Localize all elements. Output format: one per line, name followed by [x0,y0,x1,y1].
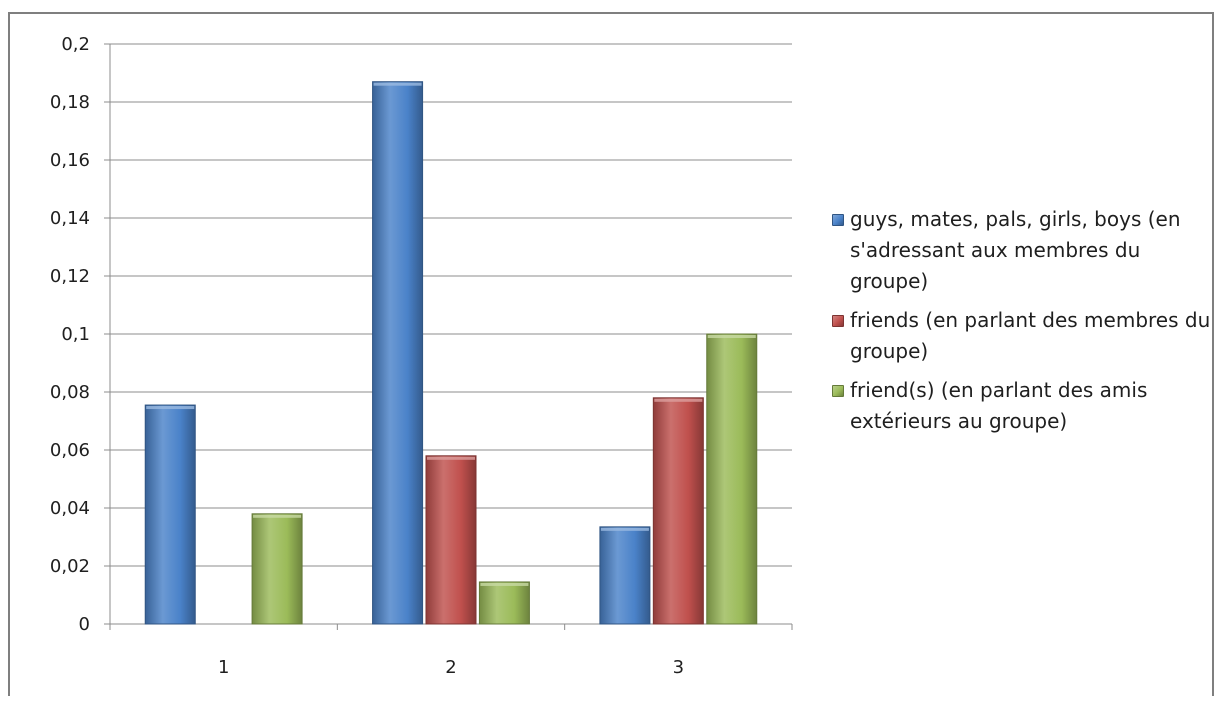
legend-item-series-1: guys, mates, pals, girls, boys (en s'adr… [832,204,1217,297]
legend-swatch-series-2 [832,315,844,327]
legend-label-series-2: friends (en parlant des membres du group… [850,308,1211,363]
bar-top-highlight [707,335,756,338]
bar-series-1-cat-1 [144,404,196,625]
bar-top-highlight [426,456,476,460]
x-tick-label: 1 [218,657,229,678]
y-tick-label: 0,14 [50,208,90,229]
legend-swatch-series-1 [832,214,844,226]
x-tick-label: 2 [445,657,456,678]
y-tick-label: 0,02 [50,556,90,577]
y-tick-label: 0 [79,614,90,635]
y-tick-label: 0,2 [61,34,90,55]
bar-top-highlight [253,514,302,518]
tick-labels: 0 0,02 0,04 0,06 0,08 0,1 0,12 0,14 0,16 0,18 0,2 1… [50,34,684,678]
y-tick-label: 0,04 [50,498,90,519]
legend: guys, mates, pals, girls, boys (en s'adr… [832,204,1217,445]
legend-label-series-3: friend(s) (en parlant des amis extérieur… [850,378,1148,433]
bar-top-highlight [654,398,703,402]
bar-series-1-cat-2 [372,81,424,625]
legend-item-series-3: friend(s) (en parlant des amis extérieur… [832,375,1217,437]
bar-series-3-cat-3 [706,333,758,625]
legend-item-series-2: friends (en parlant des membres du group… [832,305,1217,367]
bar-series-2-cat-2 [425,455,477,625]
bar-top-highlight [373,82,422,86]
bar-series-3-cat-2 [478,581,530,625]
y-tick-label: 0,18 [50,92,90,113]
x-tick-label: 3 [673,657,684,678]
chart-area-frame [8,12,1214,696]
bar-series-1-cat-3 [599,526,651,625]
y-tick-label: 0,08 [50,382,90,403]
y-tick-label: 0,06 [50,440,90,461]
bar-series-2-cat-3 [652,397,704,625]
bar-top-highlight [146,406,195,410]
bar-top-highlight [600,527,649,531]
y-tick-label: 0,1 [61,324,90,345]
bar-top-highlight [480,582,529,586]
y-tick-label: 0,16 [50,150,90,171]
bars [144,81,758,625]
legend-swatch-series-3 [832,385,844,397]
gridlines [110,43,792,567]
bar-series-3-cat-1 [251,513,303,625]
legend-label-series-1: guys, mates, pals, girls, boys (en s'adr… [850,207,1181,293]
y-tick-label: 0,12 [50,266,90,287]
